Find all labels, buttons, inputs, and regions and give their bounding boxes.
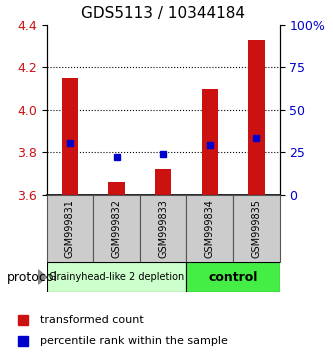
Text: GSM999832: GSM999832 [112, 199, 122, 258]
Text: transformed count: transformed count [40, 315, 144, 325]
Bar [47, 195, 93, 262]
Title: GDS5113 / 10344184: GDS5113 / 10344184 [81, 6, 245, 21]
Text: protocol: protocol [7, 270, 58, 284]
Bar [109, 182, 125, 195]
Bar [233, 195, 280, 262]
Bar [47, 262, 186, 292]
Bar [62, 78, 78, 195]
Text: GSM999834: GSM999834 [205, 199, 215, 258]
Bar [248, 40, 264, 195]
Bar [186, 262, 280, 292]
Text: Grainyhead-like 2 depletion: Grainyhead-like 2 depletion [49, 272, 184, 282]
Text: GSM999835: GSM999835 [251, 199, 261, 258]
Polygon shape [38, 270, 47, 284]
Text: percentile rank within the sample: percentile rank within the sample [40, 336, 228, 346]
Text: GSM999833: GSM999833 [158, 199, 168, 258]
Bar [140, 195, 186, 262]
Text: control: control [208, 270, 258, 284]
Bar [202, 88, 218, 195]
Bar [186, 195, 233, 262]
Text: GSM999831: GSM999831 [65, 199, 75, 258]
Bar [93, 195, 140, 262]
Bar [155, 169, 171, 195]
